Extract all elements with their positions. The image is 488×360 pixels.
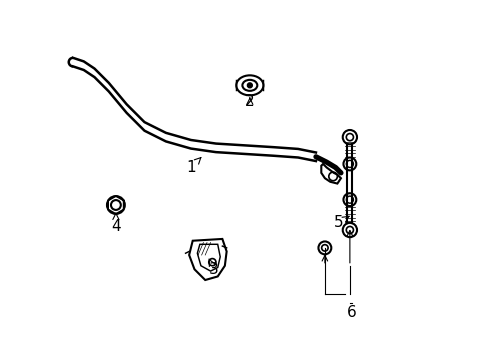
Text: 4: 4	[111, 213, 121, 234]
Circle shape	[247, 83, 252, 88]
Text: 5: 5	[334, 215, 348, 230]
Text: 1: 1	[186, 158, 201, 175]
Text: 3: 3	[208, 259, 219, 277]
Text: 6: 6	[346, 305, 356, 320]
Text: 2: 2	[244, 94, 254, 109]
